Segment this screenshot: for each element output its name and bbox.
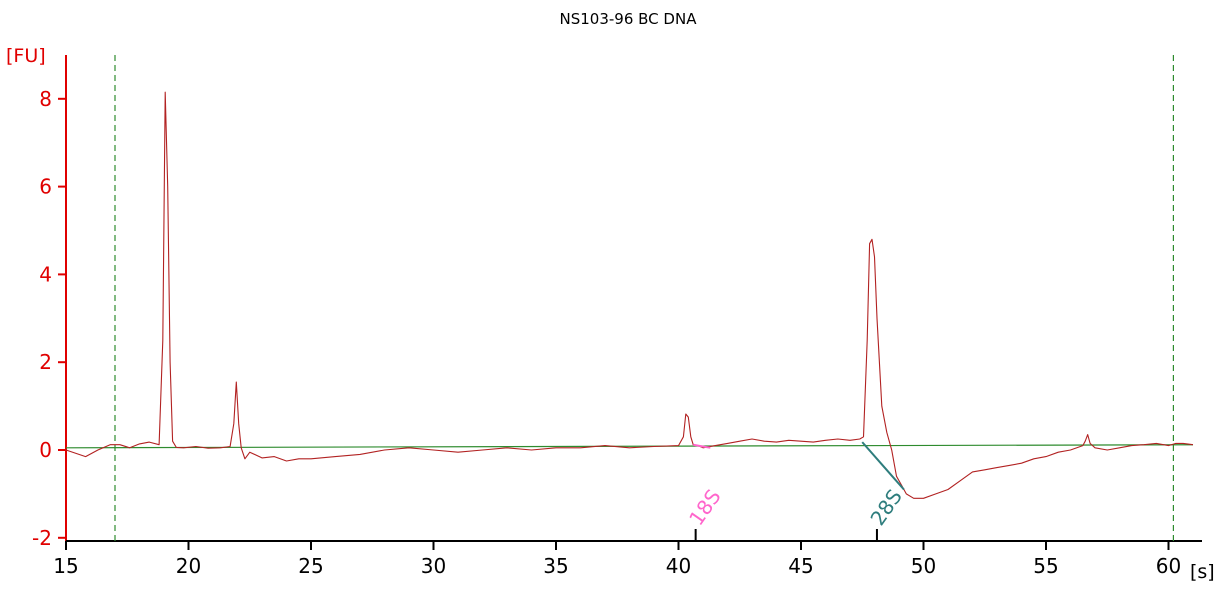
x-tick-label: 15 [53,554,78,578]
x-tick-label: 40 [666,554,691,578]
annotation-label: 18S [684,485,726,530]
y-tick-label: 4 [39,262,52,286]
annotation-line [861,441,905,491]
y-axis-unit-label: [FU] [6,45,46,67]
x-tick-label: 50 [911,554,936,578]
y-tick-label: 8 [39,87,52,111]
signal-trace [65,91,1194,499]
x-tick-label: 45 [788,554,813,578]
baseline-line [65,444,1194,449]
annotation-line [693,443,711,449]
x-tick-label: 30 [421,554,446,578]
annotation-label: 28S [865,485,907,530]
x-axis-unit-label: [s] [1190,561,1215,583]
x-tick-label: 20 [176,554,201,578]
y-tick-label: 0 [39,438,52,462]
y-tick-label: -2 [32,526,52,550]
y-tick-label: 2 [39,350,52,374]
y-tick-label: 6 [39,175,52,199]
x-tick-label: 25 [298,554,323,578]
x-tick-label: 60 [1156,554,1181,578]
chart-title: NS103-96 BC DNA [560,10,698,28]
x-tick-label: 35 [543,554,568,578]
x-tick-label: 55 [1033,554,1058,578]
